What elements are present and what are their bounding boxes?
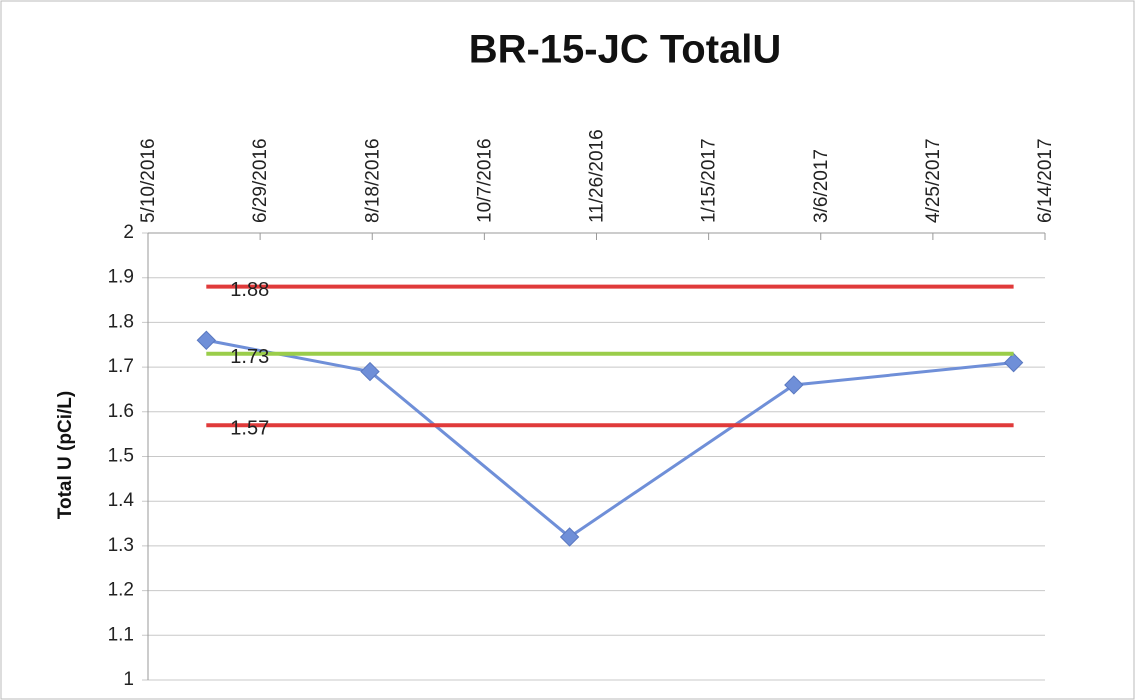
- x-tick-label: 6/14/2017: [1035, 138, 1056, 223]
- x-tick-label: 1/15/2017: [699, 138, 720, 223]
- y-tick-label: 1.8: [108, 311, 134, 332]
- y-tick-label: 1.4: [108, 490, 135, 511]
- chart-title: BR-15-JC TotalU: [469, 28, 782, 72]
- x-tick-label: 5/10/2016: [138, 138, 159, 223]
- x-tick-label: 3/6/2017: [811, 149, 832, 223]
- reference-label: 1.73: [230, 346, 269, 368]
- y-tick-label: 1.2: [108, 580, 134, 601]
- marker: [1003, 352, 1024, 373]
- reference-label: 1.88: [230, 279, 269, 301]
- y-axis-label: Total U (pCi/L): [55, 391, 76, 519]
- marker: [559, 527, 580, 547]
- marker: [360, 361, 380, 382]
- y-tick-label: 2: [123, 222, 134, 243]
- x-tick-label: 10/7/2016: [474, 138, 495, 223]
- y-tick-label: 1.3: [108, 535, 134, 556]
- y-tick-label: 1.9: [108, 267, 134, 288]
- x-tick-label: 11/26/2016: [587, 129, 608, 223]
- y-tick-label: 1.6: [108, 401, 134, 422]
- y-tick-label: 1.7: [108, 356, 134, 377]
- y-tick-label: 1.5: [108, 446, 134, 467]
- marker: [784, 375, 804, 395]
- x-tick-label: 8/18/2016: [362, 138, 383, 223]
- reference-label: 1.57: [230, 417, 269, 439]
- x-tick-label: 4/25/2017: [923, 138, 944, 223]
- x-tick-label: 6/29/2016: [250, 138, 271, 223]
- y-tick-label: 1: [123, 669, 134, 690]
- y-tick-label: 1.1: [108, 624, 134, 645]
- marker: [196, 330, 217, 350]
